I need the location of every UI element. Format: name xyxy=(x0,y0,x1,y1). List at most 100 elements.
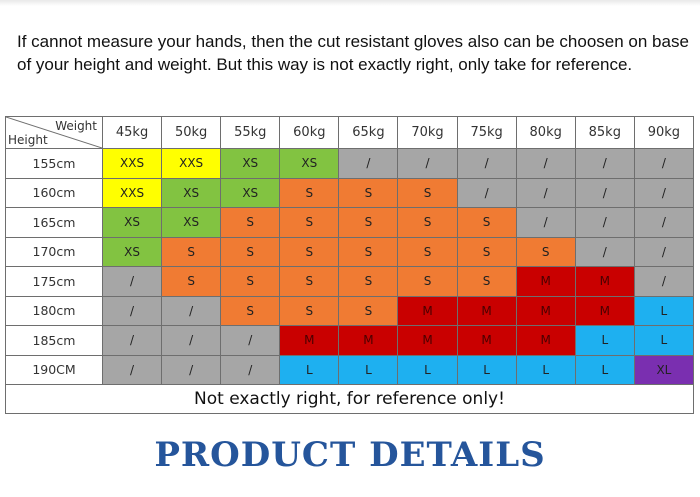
weight-header-cell: 75kg xyxy=(456,116,517,149)
size-cell: XS xyxy=(279,148,340,179)
size-cell: L xyxy=(574,354,635,385)
weight-header-cell: 65kg xyxy=(338,116,399,149)
size-cell: / xyxy=(456,148,517,179)
height-header-cell: 190CM xyxy=(5,354,103,385)
size-cell: S xyxy=(220,295,281,326)
weight-axis-label: Weight xyxy=(55,119,97,133)
weight-header-cell: 90kg xyxy=(633,116,694,149)
size-cell: S xyxy=(220,207,281,238)
size-cell: / xyxy=(574,148,635,179)
size-cell: L xyxy=(456,354,517,385)
size-cell: M xyxy=(456,325,517,356)
size-cell: M xyxy=(515,295,576,326)
height-header-cell: 180cm xyxy=(5,295,103,326)
weight-header-cell: 50kg xyxy=(161,116,222,149)
size-cell: / xyxy=(574,177,635,208)
size-cell: / xyxy=(101,266,163,297)
size-cell: / xyxy=(101,295,163,326)
size-cell: / xyxy=(220,325,281,356)
size-cell: M xyxy=(397,325,458,356)
size-cell: / xyxy=(161,354,222,385)
table-row: 175cm / S S S S S S M M / xyxy=(5,266,694,297)
section-title: PRODUCT DETAILS xyxy=(154,435,546,475)
size-cell: S xyxy=(338,236,399,267)
weight-header-cell: 85kg xyxy=(574,116,635,149)
weight-header-cell: 70kg xyxy=(397,116,458,149)
footnote-text: Not exactly right, for reference only! xyxy=(5,384,694,414)
intro-text: If cannot measure your hands, then the c… xyxy=(17,32,689,74)
size-cell: / xyxy=(515,148,576,179)
size-cell: XXS xyxy=(101,177,163,208)
height-header-cell: 185cm xyxy=(5,325,103,356)
size-cell: / xyxy=(338,148,399,179)
size-cell: S xyxy=(279,266,340,297)
size-cell: S xyxy=(161,266,222,297)
size-cell: XS xyxy=(101,236,163,267)
height-header-cell: 160cm xyxy=(5,177,103,208)
size-cell: S xyxy=(338,295,399,326)
diagonal-divider xyxy=(6,117,102,148)
table-row: 160cm XXS XS XS S S S / / / / xyxy=(5,177,694,208)
corner-cell: Weight Height xyxy=(5,116,103,149)
size-cell: S xyxy=(279,177,340,208)
size-cell: / xyxy=(456,177,517,208)
weight-header-cell: 45kg xyxy=(101,116,163,149)
size-cell: S xyxy=(338,266,399,297)
size-cell: L xyxy=(338,354,399,385)
size-cell: S xyxy=(397,236,458,267)
table-row: 180cm / / S S S M M M M L xyxy=(5,295,694,326)
size-cell: S xyxy=(279,207,340,238)
footnote-row: Not exactly right, for reference only! xyxy=(5,384,694,414)
top-rule xyxy=(0,0,700,6)
size-cell: XL xyxy=(633,354,694,385)
size-cell: / xyxy=(574,236,635,267)
size-cell: L xyxy=(279,354,340,385)
size-cell: / xyxy=(220,354,281,385)
table-row: 155cm XXS XXS XS XS / / / / / / xyxy=(5,148,694,179)
weight-header-cell: 55kg xyxy=(220,116,281,149)
size-cell: L xyxy=(633,295,694,326)
size-cell: L xyxy=(515,354,576,385)
size-cell: XS xyxy=(161,177,222,208)
size-cell: S xyxy=(279,236,340,267)
size-cell: / xyxy=(633,148,694,179)
size-cell: / xyxy=(574,207,635,238)
size-cell: M xyxy=(515,325,576,356)
weight-header-cell: 80kg xyxy=(515,116,576,149)
height-header-cell: 165cm xyxy=(5,207,103,238)
size-cell: / xyxy=(161,295,222,326)
size-cell: S xyxy=(456,207,517,238)
size-cell: M xyxy=(338,325,399,356)
size-cell: M xyxy=(456,295,517,326)
size-cell: / xyxy=(397,148,458,179)
size-cell: XXS xyxy=(101,148,163,179)
size-cell: M xyxy=(574,266,635,297)
size-cell: S xyxy=(161,236,222,267)
table-row: 190CM / / / L L L L L L XL xyxy=(5,354,694,385)
size-cell: S xyxy=(397,207,458,238)
size-cell: S xyxy=(220,236,281,267)
size-cell: S xyxy=(279,295,340,326)
size-cell: / xyxy=(515,177,576,208)
height-header-cell: 170cm xyxy=(5,236,103,267)
size-chart-table: Weight Height 45kg 50kg 55kg 60kg 65kg 70kg 75… xyxy=(5,116,694,414)
size-cell: S xyxy=(397,177,458,208)
size-cell: M xyxy=(397,295,458,326)
size-cell: L xyxy=(574,325,635,356)
size-cell: / xyxy=(515,207,576,238)
weight-header-row: Weight Height 45kg 50kg 55kg 60kg 65kg 70kg 75… xyxy=(5,116,694,149)
size-cell: S xyxy=(397,266,458,297)
size-cell: XXS xyxy=(161,148,222,179)
height-header-cell: 175cm xyxy=(5,266,103,297)
size-cell: / xyxy=(633,266,694,297)
table-row: 170cm XS S S S S S S S / / xyxy=(5,236,694,267)
size-cell: M xyxy=(515,266,576,297)
size-cell: S xyxy=(220,266,281,297)
size-cell: / xyxy=(633,207,694,238)
size-cell: / xyxy=(633,177,694,208)
size-cell: / xyxy=(101,325,163,356)
size-cell: M xyxy=(574,295,635,326)
table-row: 185cm / / / M M M M M L L xyxy=(5,325,694,356)
height-axis-label: Height xyxy=(8,133,48,147)
size-cell: M xyxy=(279,325,340,356)
